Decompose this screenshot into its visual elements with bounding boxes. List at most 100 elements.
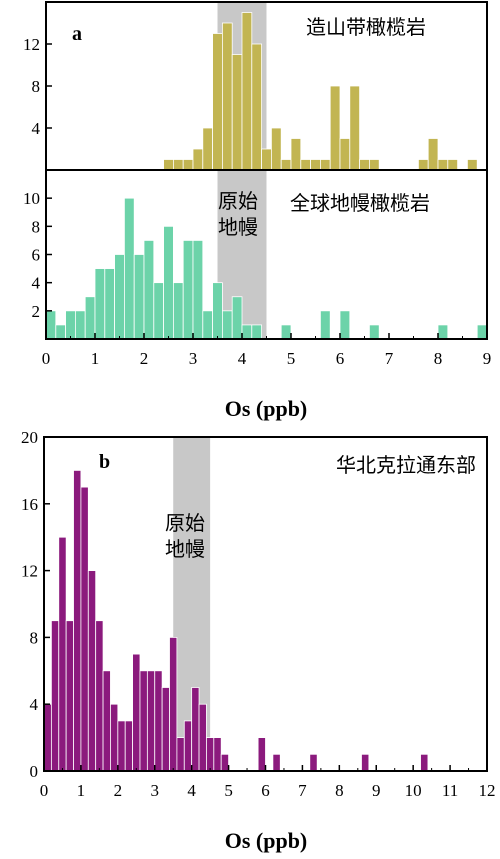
bar-ncc-21 xyxy=(198,703,207,772)
bar-orogenic-6 xyxy=(221,22,233,171)
x-tick-label-global-4: 4 xyxy=(238,349,247,368)
bar-orogenic-22 xyxy=(417,159,429,171)
x-axis-title-b: Os (ppb) xyxy=(225,828,308,853)
bar-orogenic-3 xyxy=(192,148,204,171)
bar-global-25 xyxy=(368,324,380,340)
primitive-mantle-label-a-2: 地幔 xyxy=(218,215,258,239)
x-axis-title-a: Os (ppb) xyxy=(225,396,308,421)
bar-ncc-24 xyxy=(220,753,229,772)
bar-ncc-13 xyxy=(139,670,148,772)
y-tick-label-ncc-4: 4 xyxy=(30,695,39,714)
bar-ncc-25 xyxy=(257,737,266,772)
bar-ncc-8 xyxy=(102,670,111,772)
bar-global-18 xyxy=(221,310,233,340)
x-tick-label-global-2: 2 xyxy=(140,349,149,368)
bar-global-10 xyxy=(143,240,155,340)
bar-global-23 xyxy=(319,310,331,340)
bar-global-12 xyxy=(163,225,174,340)
bar-ncc-9 xyxy=(110,703,119,772)
x-tick-label-ncc-10: 10 xyxy=(405,781,422,800)
primitive-mantle-label-b-1: 原始 xyxy=(165,511,205,535)
x-axis-a: 0 1 2 3 4 5 6 7 8 9 xyxy=(42,333,492,368)
bar-global-6 xyxy=(104,268,116,340)
bar-global-15 xyxy=(192,240,204,340)
x-tick-label-ncc-0: 0 xyxy=(40,781,49,800)
bar-orogenic-2 xyxy=(182,159,194,171)
y-tick-label-ncc-12: 12 xyxy=(21,562,38,581)
x-tick-label-global-3: 3 xyxy=(189,349,198,368)
bar-ncc-6 xyxy=(87,570,97,772)
bar-global-24 xyxy=(339,310,351,340)
y-tick-label-global-4: 4 xyxy=(32,274,41,293)
bar-orogenic-14 xyxy=(300,159,311,171)
bar-orogenic-5 xyxy=(212,33,223,171)
bar-orogenic-8 xyxy=(241,12,253,171)
panel-label-a: a xyxy=(72,23,82,45)
bar-ncc-4 xyxy=(73,469,82,772)
x-tick-label-global-5: 5 xyxy=(287,349,296,368)
bar-ncc-27 xyxy=(309,753,318,772)
bar-orogenic-9 xyxy=(251,43,263,171)
bar-orogenic-4 xyxy=(202,127,214,171)
bar-orogenic-19 xyxy=(349,85,360,171)
bar-ncc-16 xyxy=(161,687,170,772)
bar-global-19 xyxy=(231,296,243,340)
bar-orogenic-12 xyxy=(280,159,292,171)
x-tick-label-ncc-12: 12 xyxy=(479,781,496,800)
y-tick-label-ncc-20: 20 xyxy=(21,428,38,447)
series-label-ncc: 华北克拉通东部 xyxy=(336,453,476,477)
bar-orogenic-1 xyxy=(172,159,184,171)
bar-orogenic-7 xyxy=(231,54,243,171)
bar-ncc-18 xyxy=(176,737,185,772)
bar-orogenic-15 xyxy=(310,159,321,171)
bar-orogenic-13 xyxy=(290,138,302,171)
x-tick-label-ncc-6: 6 xyxy=(261,781,270,800)
bar-ncc-12 xyxy=(132,653,141,772)
bar-global-26 xyxy=(437,324,449,340)
bar-orogenic-21 xyxy=(368,159,380,171)
bar-orogenic-25 xyxy=(447,159,458,171)
bar-ncc-10 xyxy=(117,720,126,772)
x-axis-b: 0 1 2 3 4 5 6 7 8 9 10 11 12 xyxy=(40,765,496,800)
x-tick-label-global-9: 9 xyxy=(483,349,492,368)
bar-global-2 xyxy=(65,310,76,340)
panel-label-b: b xyxy=(99,451,110,473)
primitive-mantle-label-b-2: 地幔 xyxy=(165,537,205,561)
bar-global-9 xyxy=(133,254,145,340)
series-label-global: 全球地幔橄榄岩 xyxy=(290,191,430,215)
y-tick-label-orogenic-12: 12 xyxy=(23,35,40,54)
y-tick-label-orogenic-4: 4 xyxy=(32,119,41,138)
bar-orogenic-0 xyxy=(163,159,174,171)
bar-orogenic-10 xyxy=(261,148,272,171)
bar-ncc-0 xyxy=(43,703,52,772)
x-tick-label-ncc-4: 4 xyxy=(187,781,196,800)
bar-global-21 xyxy=(251,324,263,340)
bar-global-20 xyxy=(241,324,253,340)
bar-global-8 xyxy=(124,197,135,340)
x-tick-label-ncc-5: 5 xyxy=(224,781,233,800)
bar-ncc-20 xyxy=(191,687,200,772)
panel-a-top: 4 8 12 a 造山带橄榄岩 xyxy=(23,1,488,171)
bar-global-11 xyxy=(153,282,165,340)
bar-ncc-17 xyxy=(169,637,178,772)
bar-orogenic-18 xyxy=(339,138,351,171)
bar-ncc-3 xyxy=(65,620,74,772)
bar-orogenic-16 xyxy=(319,159,331,171)
bars-global-mantle-peridotite xyxy=(45,197,488,340)
bars-north-china-craton xyxy=(43,469,429,772)
bar-orogenic-20 xyxy=(359,159,370,171)
y-tick-label-global-6: 6 xyxy=(32,246,41,265)
bar-ncc-14 xyxy=(146,670,156,772)
y-axis-a-top: 4 8 12 xyxy=(23,35,52,138)
bar-global-3 xyxy=(75,310,86,340)
x-tick-label-ncc-1: 1 xyxy=(77,781,86,800)
bar-ncc-23 xyxy=(213,737,222,772)
bar-orogenic-24 xyxy=(437,159,449,171)
bar-orogenic-26 xyxy=(466,159,478,171)
y-tick-label-global-10: 10 xyxy=(23,189,40,208)
bar-ncc-15 xyxy=(154,670,163,772)
bar-ncc-26 xyxy=(272,753,281,772)
bar-global-27 xyxy=(476,324,488,340)
y-tick-label-ncc-16: 16 xyxy=(21,495,38,514)
bar-orogenic-23 xyxy=(427,138,439,171)
